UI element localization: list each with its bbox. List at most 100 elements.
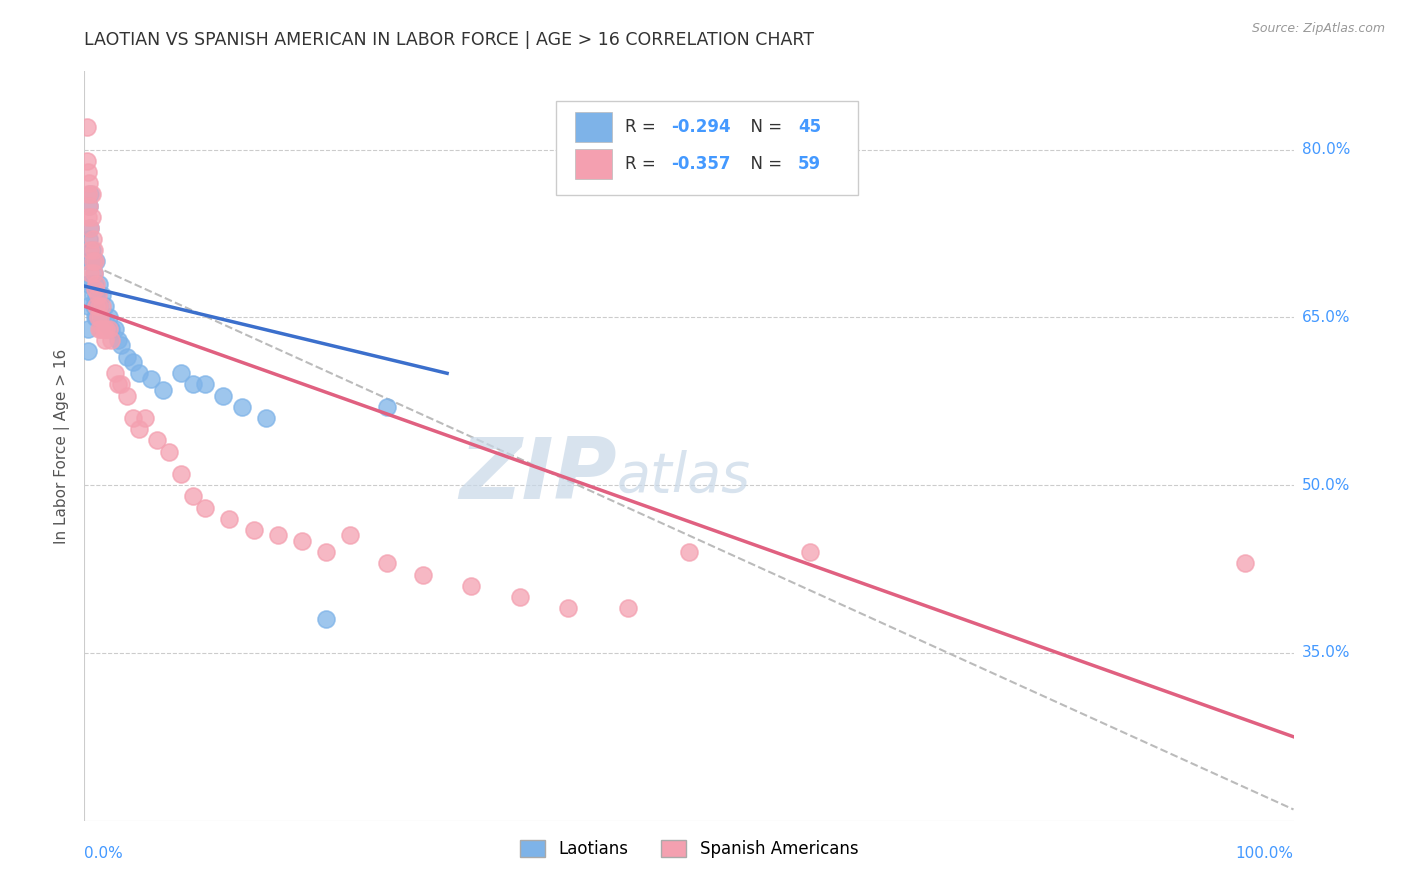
Point (89, 310, 111, 325)
Text: -0.294: -0.294 (671, 118, 731, 136)
Point (93, 321, 115, 335)
Point (87, 277, 110, 291)
Point (557, 601, 579, 615)
Text: N =: N = (740, 118, 787, 136)
Point (77, 176, 100, 190)
Text: ZIP: ZIP (458, 434, 616, 517)
Point (412, 567, 434, 582)
Point (375, 557, 398, 571)
Point (100, 333, 122, 347)
Point (97, 321, 120, 335)
Point (83, 266, 105, 280)
Point (139, 372, 162, 386)
Point (84, 277, 107, 291)
Point (77, 232, 100, 246)
Point (104, 367, 127, 381)
Point (170, 467, 193, 481)
Point (87, 321, 110, 335)
Point (181, 377, 204, 392)
Point (375, 400, 398, 414)
Point (90, 321, 112, 335)
Point (77, 254, 100, 268)
Point (218, 511, 240, 525)
Text: 35.0%: 35.0% (1302, 646, 1350, 660)
Text: 100.0%: 100.0% (1236, 846, 1294, 861)
Text: Source: ZipAtlas.com: Source: ZipAtlas.com (1251, 22, 1385, 36)
Point (82, 254, 104, 268)
Point (82, 254, 104, 268)
Point (83, 266, 105, 280)
Point (315, 545, 337, 559)
Point (134, 411, 156, 425)
Point (115, 350, 138, 364)
Point (104, 321, 127, 335)
Point (89, 310, 111, 325)
Point (291, 534, 314, 549)
Point (86, 254, 108, 268)
Point (83, 244, 105, 258)
Point (82, 232, 104, 246)
Point (315, 612, 337, 626)
Point (110, 377, 132, 392)
FancyBboxPatch shape (575, 149, 612, 179)
Point (77, 277, 100, 291)
Point (152, 383, 174, 397)
Point (79, 221, 101, 235)
Point (617, 601, 640, 615)
Point (80, 244, 103, 258)
Point (194, 500, 217, 515)
Point (77, 343, 100, 358)
Point (181, 489, 204, 503)
Text: 50.0%: 50.0% (1302, 477, 1350, 492)
Text: R =: R = (624, 118, 661, 136)
Point (91, 310, 114, 325)
Point (170, 367, 193, 381)
Point (107, 377, 129, 392)
Point (86, 310, 108, 325)
Point (86, 299, 108, 313)
Point (678, 545, 700, 559)
Point (97, 310, 120, 325)
Point (77, 321, 100, 335)
Point (128, 367, 150, 381)
Point (94, 299, 117, 313)
Point (121, 355, 143, 369)
Point (91, 288, 114, 302)
Point (82, 288, 104, 302)
Point (86, 277, 108, 291)
Point (100, 321, 122, 335)
Point (80, 187, 103, 202)
Point (79, 187, 101, 202)
Point (254, 411, 277, 425)
Point (212, 389, 235, 403)
Point (86, 310, 108, 325)
Point (87, 299, 110, 313)
Point (77, 198, 100, 212)
Point (242, 523, 264, 537)
Point (87, 299, 110, 313)
Point (509, 590, 531, 604)
Point (80, 277, 103, 291)
Point (79, 221, 101, 235)
Text: 0.0%: 0.0% (84, 846, 124, 861)
Text: 80.0%: 80.0% (1302, 142, 1350, 157)
Point (799, 545, 821, 559)
Point (79, 244, 101, 258)
Point (339, 528, 361, 542)
Text: R =: R = (624, 155, 661, 173)
Text: 45: 45 (797, 118, 821, 136)
Y-axis label: In Labor Force | Age > 16: In Labor Force | Age > 16 (55, 349, 70, 543)
Point (146, 434, 169, 448)
Point (94, 321, 117, 335)
Point (76, 153, 98, 168)
Point (94, 333, 117, 347)
Point (267, 528, 290, 542)
Point (84, 282, 107, 296)
Point (91, 299, 114, 313)
Point (77, 210, 100, 224)
Text: 65.0%: 65.0% (1302, 310, 1350, 325)
Point (115, 389, 138, 403)
Point (157, 444, 180, 458)
Point (86, 288, 108, 302)
FancyBboxPatch shape (555, 102, 858, 195)
